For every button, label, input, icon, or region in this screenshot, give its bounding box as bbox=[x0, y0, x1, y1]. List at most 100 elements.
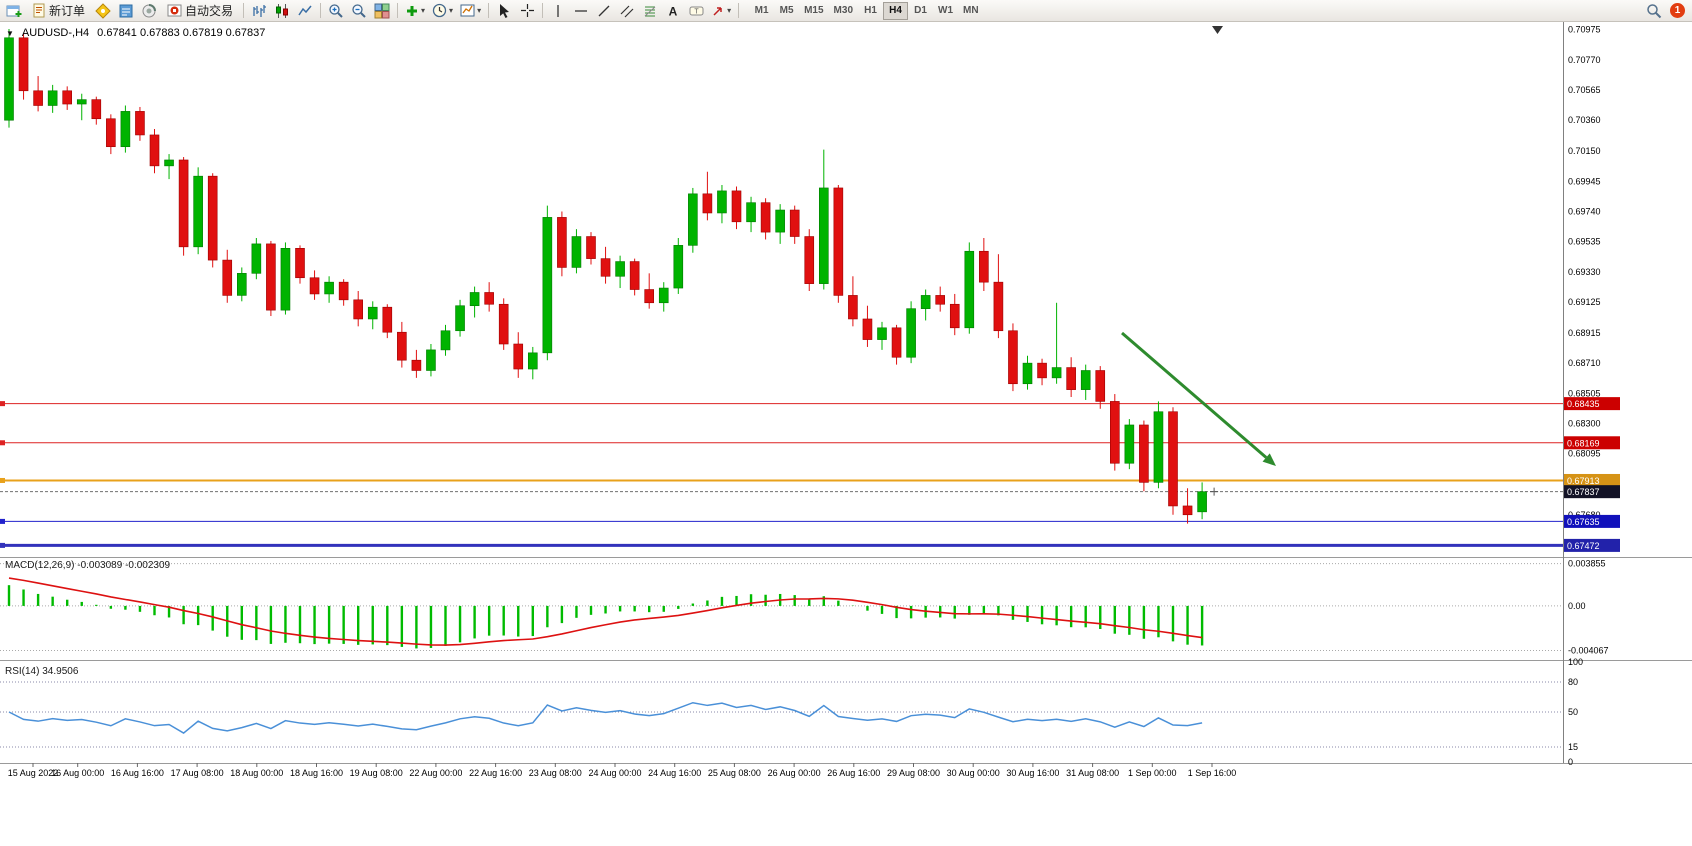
macd-histogram-bar bbox=[895, 605, 898, 619]
x-axis-label: 25 Aug 08:00 bbox=[708, 768, 761, 778]
macd-histogram-bar bbox=[706, 600, 709, 606]
fibonacci-button[interactable] bbox=[639, 1, 661, 20]
macd-histogram-bar bbox=[66, 599, 69, 606]
price-tag-label: 0.67837 bbox=[1567, 487, 1600, 497]
tile-windows-button[interactable] bbox=[371, 1, 393, 20]
new-chart-button[interactable] bbox=[3, 1, 25, 20]
macd-histogram-bar bbox=[1040, 605, 1044, 625]
trendline-icon bbox=[598, 5, 610, 16]
trendline-button[interactable] bbox=[593, 1, 615, 20]
line-handle[interactable] bbox=[0, 440, 5, 446]
x-axis-label: 23 Aug 08:00 bbox=[529, 768, 582, 778]
zoom-out-icon bbox=[352, 3, 366, 18]
timeframe-button-h1[interactable]: H1 bbox=[864, 5, 877, 16]
macd-histogram-bar bbox=[880, 605, 884, 614]
timeframe-button-m15[interactable]: M15 bbox=[804, 5, 824, 16]
channel-button[interactable] bbox=[616, 1, 638, 20]
macd-histogram-bar bbox=[284, 605, 287, 643]
last-price-marker bbox=[1210, 487, 1219, 496]
periods-button[interactable]: ▾ bbox=[429, 1, 456, 20]
fibonacci-icon bbox=[644, 6, 656, 16]
timeframe-button-w1[interactable]: W1 bbox=[938, 5, 953, 16]
toolbar-separator bbox=[320, 3, 322, 18]
macd-histogram-bar bbox=[1128, 605, 1131, 635]
price-tag-label: 0.67472 bbox=[1567, 541, 1600, 551]
x-axis-label: 15 Aug 2022 bbox=[8, 768, 59, 778]
macd-histogram-bar bbox=[22, 589, 25, 606]
candles bbox=[4, 28, 1207, 524]
community-button[interactable] bbox=[138, 1, 160, 20]
macd-histogram-bar bbox=[138, 605, 142, 612]
chart-symbol-period: AUDUSD-,H4 bbox=[21, 27, 90, 39]
macd-histogram-bar bbox=[662, 605, 665, 612]
line-handle[interactable] bbox=[0, 518, 5, 524]
crosshair-button[interactable] bbox=[516, 1, 538, 20]
search-button[interactable] bbox=[1643, 1, 1665, 20]
line-handle[interactable] bbox=[0, 477, 5, 483]
price-tag bbox=[1564, 485, 1620, 499]
cursor-button[interactable] bbox=[493, 1, 515, 20]
zoom-out-button[interactable] bbox=[348, 1, 370, 20]
timeframe-button-h4[interactable]: H4 bbox=[883, 1, 908, 20]
x-axis-label: 17 Aug 08:00 bbox=[171, 768, 224, 778]
x-axis-label: 16 Aug 16:00 bbox=[111, 768, 164, 778]
new-order-button[interactable]: 新订单 bbox=[26, 1, 91, 20]
text-button[interactable]: A bbox=[662, 1, 684, 20]
vertical-line-button[interactable] bbox=[547, 1, 569, 20]
macd-axis-label: 0.00 bbox=[1568, 601, 1586, 611]
macd-histogram-bar bbox=[458, 605, 462, 643]
notification-badge[interactable]: 1 bbox=[1670, 3, 1685, 18]
macd-histogram-bar bbox=[1157, 605, 1160, 638]
search-icon bbox=[1647, 3, 1662, 18]
one-click-trading-icon[interactable]: ▼ bbox=[6, 28, 14, 38]
timeframe-button-mn[interactable]: MN bbox=[963, 5, 979, 16]
horizontal-line-button[interactable] bbox=[570, 1, 592, 20]
bar-chart-type-button[interactable] bbox=[248, 1, 270, 20]
line-chart-type-button[interactable] bbox=[294, 1, 316, 20]
macd-histogram-bar bbox=[1142, 605, 1146, 639]
timeframe-button-m1[interactable]: M1 bbox=[754, 5, 769, 16]
macd-histogram-bar bbox=[1186, 605, 1189, 645]
market-watch-button[interactable] bbox=[115, 1, 137, 20]
x-axis-label: 18 Aug 00:00 bbox=[230, 768, 283, 778]
horizontal-line-icon bbox=[575, 9, 588, 12]
label-button[interactable]: T bbox=[685, 1, 707, 20]
chevron-down-icon: ▾ bbox=[477, 6, 482, 15]
chart-canvas[interactable]: 0.70975 0.70770 0.70565 0.70360 0.70150 0.699… bbox=[0, 22, 1692, 846]
trend-arrow[interactable] bbox=[1121, 331, 1268, 459]
autotrading-button[interactable]: 自动交易 bbox=[161, 1, 239, 20]
y-axis-label: 0.70975 bbox=[1568, 25, 1601, 35]
macd-histogram-bar bbox=[1084, 605, 1087, 628]
line-handle[interactable] bbox=[0, 542, 5, 548]
timeframe-button-m5[interactable]: M5 bbox=[779, 5, 794, 16]
macd-histogram-bar bbox=[298, 605, 302, 644]
macd-histogram-bar bbox=[677, 605, 680, 609]
macd-histogram-bar bbox=[400, 605, 404, 647]
templates-button[interactable]: ▾ bbox=[457, 1, 484, 20]
toolbar: 新订单 自动交易 bbox=[0, 0, 1692, 22]
macd-histogram-bar bbox=[429, 605, 433, 648]
timeframe-button-d1[interactable]: D1 bbox=[914, 5, 927, 16]
zoom-in-icon bbox=[329, 3, 343, 18]
zoom-in-button[interactable] bbox=[325, 1, 347, 20]
shapes-button[interactable]: ▾ bbox=[708, 1, 734, 20]
new-chart-icon bbox=[6, 5, 22, 17]
macd-histogram-bar bbox=[604, 605, 607, 614]
macd-histogram-bar bbox=[313, 605, 316, 645]
candlestick-type-button[interactable] bbox=[271, 1, 293, 20]
trend-arrow-head[interactable] bbox=[1262, 453, 1276, 466]
x-axis-label: 29 Aug 08:00 bbox=[887, 768, 940, 778]
macd-axis-label: 0.003855 bbox=[1568, 559, 1606, 569]
timeframe-button-m30[interactable]: M30 bbox=[833, 5, 853, 16]
chevron-down-icon: ▾ bbox=[421, 6, 426, 15]
cursor-icon bbox=[499, 4, 509, 18]
x-axis-label: 26 Aug 00:00 bbox=[768, 768, 821, 778]
line-handle[interactable] bbox=[0, 401, 5, 407]
rsi-axis-label: 0 bbox=[1568, 757, 1573, 767]
macd-histogram-bar bbox=[386, 605, 389, 646]
navigator-button[interactable] bbox=[92, 1, 114, 20]
indicators-button[interactable]: ▾ bbox=[402, 1, 428, 20]
y-axis-label: 0.69535 bbox=[1568, 237, 1601, 247]
chart-window: 0.70975 0.70770 0.70565 0.70360 0.70150 0.699… bbox=[0, 22, 1692, 846]
clock-icon bbox=[432, 3, 447, 18]
